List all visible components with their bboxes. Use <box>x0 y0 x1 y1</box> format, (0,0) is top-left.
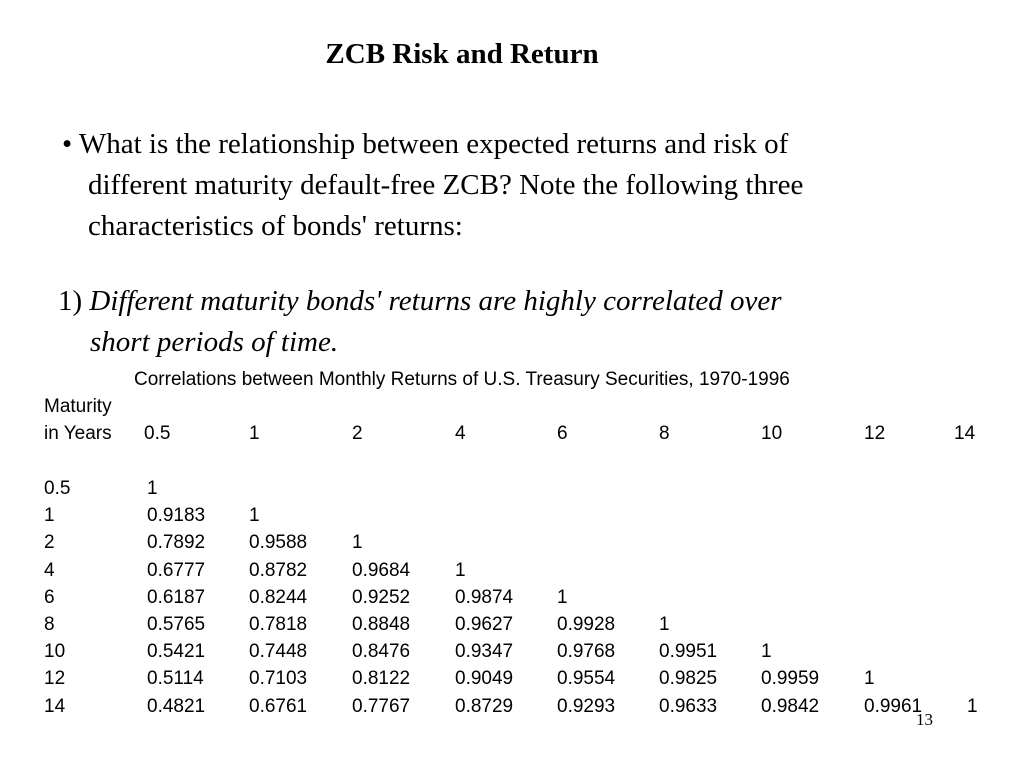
row-header-in-years: in Years <box>44 423 112 444</box>
column-header: 14 <box>954 423 976 444</box>
row-label: 6 <box>44 586 55 608</box>
correlation-cell: 0.7448 <box>249 641 308 663</box>
correlation-cell: 0.9554 <box>557 668 616 690</box>
point-1-text-line-2: short periods of time. <box>90 326 339 358</box>
correlation-cell: 0.9347 <box>455 641 514 663</box>
correlation-cell: 0.9627 <box>455 614 514 635</box>
column-header: 0.5 <box>144 423 171 444</box>
row-label: 4 <box>44 559 55 581</box>
row-label: 1 <box>44 505 55 527</box>
correlation-cell: 0.5421 <box>147 641 206 663</box>
correlation-cell: 0.7103 <box>249 668 308 690</box>
correlation-cell: 0.8476 <box>352 641 411 663</box>
table-row: 8 0.5765 0.7818 0.8848 0.9627 0.9928 1 <box>0 612 1024 638</box>
numbered-point-1: 1) Different maturity bonds' returns are… <box>58 281 958 363</box>
correlation-cell: 0.4821 <box>147 695 206 717</box>
correlation-cell: 0.8848 <box>352 614 411 635</box>
column-header: 4 <box>455 423 466 444</box>
correlation-cell: 0.9684 <box>352 559 411 581</box>
correlation-cell: 0.9252 <box>352 586 411 608</box>
bullet-line-2: different maturity default-free ZCB? Not… <box>88 169 804 201</box>
column-header: 8 <box>659 423 670 444</box>
correlation-cell: 0.5765 <box>147 614 206 635</box>
column-header: 12 <box>864 423 886 444</box>
point-number: 1) <box>58 285 83 317</box>
table-row: 14 0.4821 0.6761 0.7767 0.8729 0.9293 0.9633 0.… <box>0 694 1024 720</box>
table-row: 1 0.9183 1 <box>0 503 1024 529</box>
bullet-line-1: • What is the relationship between expec… <box>62 128 789 160</box>
row-label: 8 <box>44 614 55 635</box>
correlation-cell: 1 <box>455 559 466 581</box>
page-number: 13 <box>916 710 933 729</box>
correlation-cell: 1 <box>659 614 670 635</box>
row-label: 2 <box>44 532 55 554</box>
row-label: 14 <box>44 695 66 717</box>
correlation-cell: 0.9959 <box>761 668 820 690</box>
correlation-cell: 1 <box>147 478 158 499</box>
point-1-text-line-1: Different maturity bonds' returns are hi… <box>89 285 782 317</box>
correlation-cell: 1 <box>761 641 772 663</box>
correlation-cell: 0.9183 <box>147 505 206 527</box>
correlation-cell: 0.9961 <box>864 695 923 717</box>
correlation-cell: 0.7892 <box>147 532 206 554</box>
correlation-cell: 0.8244 <box>249 586 308 608</box>
correlation-cell: 0.7818 <box>249 614 308 635</box>
correlation-cell: 0.9588 <box>249 532 308 554</box>
correlation-cell: 1 <box>967 695 978 717</box>
correlation-cell: 1 <box>352 532 363 554</box>
table-row: 2 0.7892 0.9588 1 <box>0 530 1024 556</box>
table-row: 0.5 1 <box>0 476 1024 502</box>
correlation-cell: 0.8122 <box>352 668 411 690</box>
point-1-line-1: 1) Different maturity bonds' returns are… <box>58 281 958 322</box>
bullet-line-3: characteristics of bonds' returns: <box>88 210 463 242</box>
table-row: 6 0.6187 0.8244 0.9252 0.9874 1 <box>0 585 1024 611</box>
row-label: 10 <box>44 641 66 663</box>
correlation-cell: 0.9951 <box>659 641 718 663</box>
table-row: 4 0.6777 0.8782 0.9684 1 <box>0 558 1024 584</box>
correlation-cell: 0.9825 <box>659 668 718 690</box>
correlation-cell: 0.9049 <box>455 668 514 690</box>
correlation-cell: 0.6187 <box>147 586 206 608</box>
row-label: 12 <box>44 668 66 690</box>
correlation-cell: 0.8782 <box>249 559 308 581</box>
column-header: 10 <box>761 423 783 444</box>
correlation-cell: 1 <box>249 505 260 527</box>
column-header: 1 <box>249 423 260 444</box>
row-header-maturity: Maturity <box>44 396 112 417</box>
table-row: 12 0.5114 0.7103 0.8122 0.9049 0.9554 0.9825 0.… <box>0 666 1024 692</box>
correlation-cell: 0.8729 <box>455 695 514 717</box>
correlation-cell: 0.9874 <box>455 586 514 608</box>
column-header: 2 <box>352 423 363 444</box>
correlation-cell: 1 <box>864 668 875 690</box>
correlation-cell: 1 <box>557 586 568 608</box>
correlation-cell: 0.9633 <box>659 695 718 717</box>
point-1-line-2: short periods of time. <box>58 322 958 363</box>
table-row: 10 0.5421 0.7448 0.8476 0.9347 0.9768 0.9951 1 <box>0 639 1024 665</box>
column-header: 6 <box>557 423 568 444</box>
correlation-cell: 0.9928 <box>557 614 616 635</box>
correlation-cell: 0.5114 <box>147 668 204 690</box>
correlation-cell: 0.9768 <box>557 641 616 663</box>
table-caption: Correlations between Monthly Returns of … <box>134 369 790 390</box>
table-header-row: in Years 0.5 1 2 4 6 8 10 12 14 <box>0 421 1024 447</box>
correlation-cell: 0.9293 <box>557 695 616 717</box>
correlation-cell: 0.6777 <box>147 559 206 581</box>
bullet-point: • What is the relationship between expec… <box>62 124 962 247</box>
correlation-cell: 0.9842 <box>761 695 820 717</box>
slide-title: ZCB Risk and Return <box>325 38 599 70</box>
correlation-cell: 0.6761 <box>249 695 308 717</box>
row-label: 0.5 <box>44 478 71 499</box>
correlation-cell: 0.7767 <box>352 695 411 717</box>
